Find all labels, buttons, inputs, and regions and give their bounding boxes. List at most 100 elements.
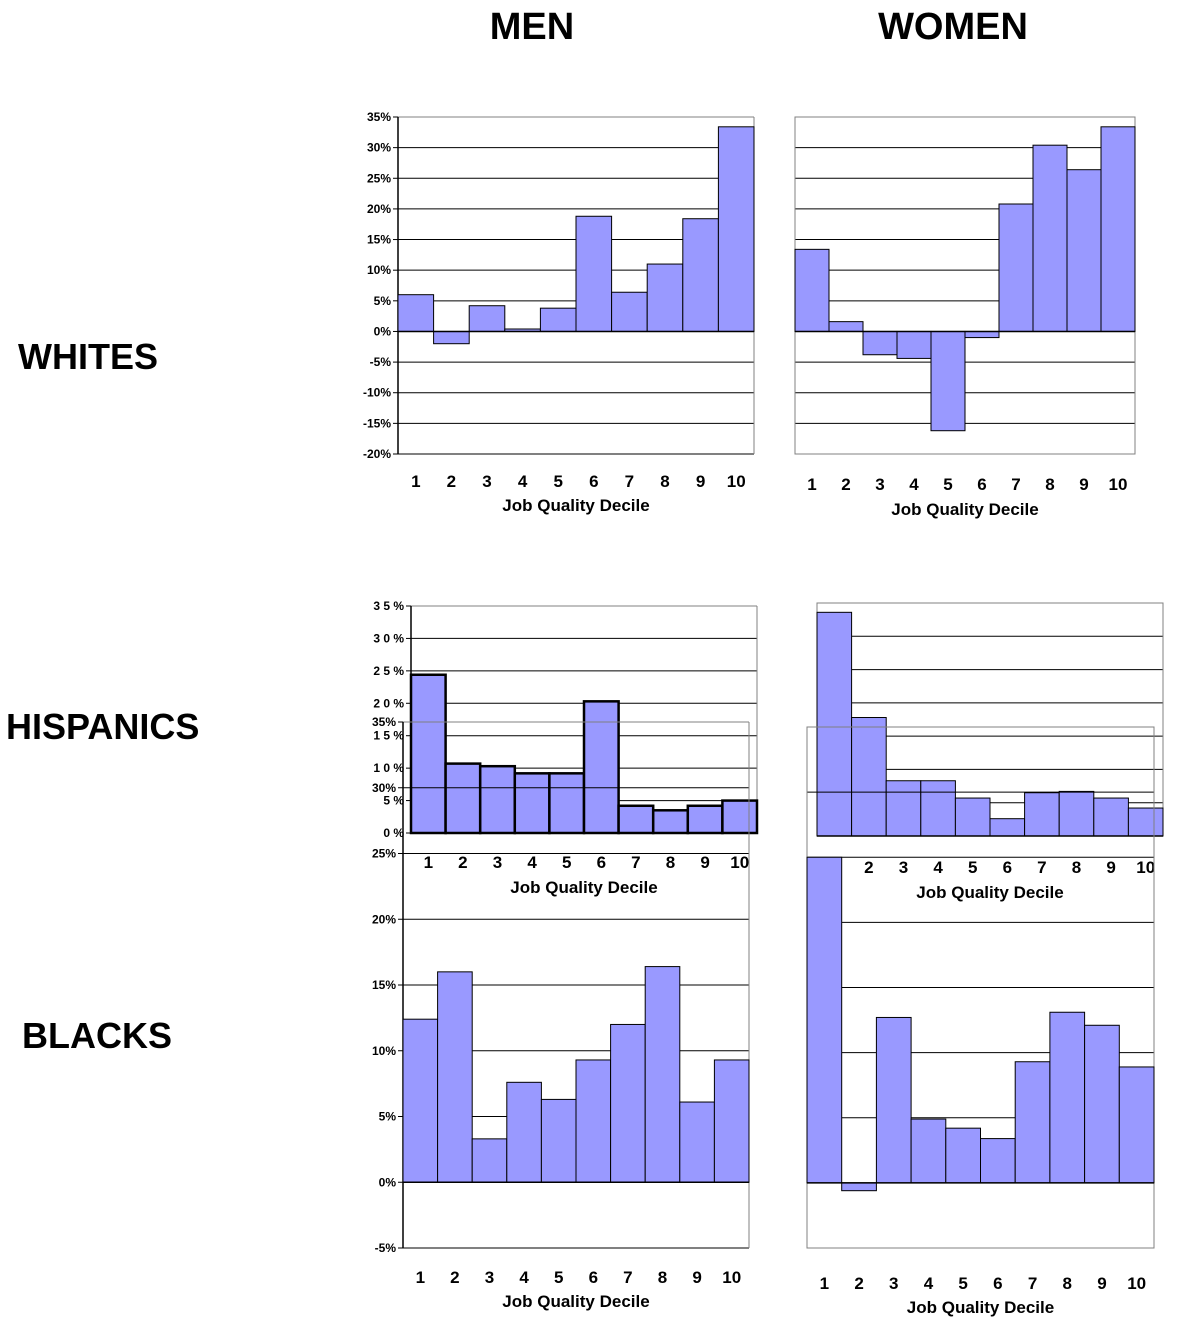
bar	[862, 330, 898, 356]
chart-hispanics-men: 3 5 % 3 0 % 2 5 % 2 0 % 1 5 % 1 0 % 5 % 0 % 1 2 3 4…	[373, 599, 759, 897]
x-tick-label: 9	[1079, 475, 1088, 494]
bar	[1084, 1024, 1120, 1184]
x-tick-label: 8	[666, 853, 675, 872]
y-tick-label: 15%	[367, 233, 391, 247]
x-tick-label: 6	[1003, 858, 1012, 877]
x-tick-label: 3	[493, 853, 502, 872]
x-tick-label: 2	[450, 1268, 459, 1287]
bar	[513, 772, 551, 835]
bar	[540, 1098, 577, 1183]
x-tick-label: 4	[924, 1274, 934, 1293]
y-tick-label: 15%	[372, 978, 396, 992]
x-axis-title: Job Quality Decile	[502, 1292, 649, 1311]
bar	[646, 263, 684, 332]
x-tick-label: 10	[1127, 1274, 1146, 1293]
bar	[686, 804, 724, 835]
bar	[721, 799, 759, 835]
chart-blacks-women: 1 2 3 4 5 6 7 8 9 10 Job Quality Decile	[806, 726, 1155, 1317]
y-tick-label: 10%	[372, 1044, 396, 1058]
blacks-row-title: BLACKS	[22, 1015, 172, 1056]
y-tick-label: 25%	[367, 171, 391, 185]
bar	[851, 717, 887, 837]
x-tick-label: 6	[589, 1268, 598, 1287]
y-tick-label: 5%	[379, 1110, 397, 1124]
chart-whites-men: 35% 30% 25% 20% 15% 10% 5% 0% -5% -10% -15% -20% 1 2 3…	[363, 110, 755, 515]
bar	[920, 780, 956, 837]
x-tick-label: 5	[943, 475, 952, 494]
bar	[610, 1023, 646, 1183]
bar	[964, 330, 1000, 339]
x-tick-label: 6	[993, 1274, 1002, 1293]
x-tick-label: 7	[623, 1268, 632, 1287]
bar	[717, 126, 755, 332]
x-tick-label: 8	[660, 472, 669, 491]
bar	[841, 1182, 877, 1192]
bar	[582, 700, 620, 835]
x-tick-label: 8	[1063, 1274, 1072, 1293]
bar	[437, 971, 473, 1183]
x-tick-label: 10	[1136, 858, 1155, 877]
bar	[980, 1138, 1016, 1184]
x-tick-label: 3	[875, 475, 884, 494]
y-tick-label: 3 5 %	[373, 599, 404, 613]
x-tick-label: 6	[589, 472, 598, 491]
y-tick-label: 5%	[374, 294, 392, 308]
bar	[816, 611, 853, 837]
bar	[930, 330, 966, 432]
y-tick-label: 25%	[372, 847, 396, 861]
y-tick-label: 35%	[372, 715, 396, 729]
bar	[651, 809, 690, 835]
bar	[539, 307, 577, 332]
y-tick-label: 10%	[367, 263, 391, 277]
x-tick-label: 4	[518, 472, 528, 491]
x-tick-label: 2	[447, 472, 456, 491]
bar	[679, 1101, 715, 1183]
bar	[954, 797, 991, 837]
x-tick-label: 5	[553, 472, 562, 491]
x-axis-title: Job Quality Decile	[916, 883, 1063, 902]
y-tick-label: 1 0 %	[373, 761, 404, 775]
x-tick-label: 2	[458, 853, 467, 872]
bar	[1118, 1066, 1155, 1184]
bar	[713, 1059, 750, 1183]
y-tick-label: -5%	[370, 355, 392, 369]
x-tick-label: 9	[692, 1268, 701, 1287]
bar	[998, 203, 1034, 332]
y-tick-label: 2 0 %	[373, 696, 404, 710]
x-tick-label: 7	[1028, 1274, 1037, 1293]
y-tick-label: 0%	[379, 1175, 397, 1189]
y-tick-label: 2 5 %	[373, 664, 404, 678]
x-tick-label: 3	[482, 472, 491, 491]
bar	[1066, 169, 1102, 332]
bar	[548, 772, 586, 835]
x-tick-label: 5	[958, 1274, 967, 1293]
bar	[468, 305, 506, 332]
bar	[896, 330, 932, 359]
y-tick-label: -5%	[375, 1241, 397, 1255]
x-tick-label: 4	[527, 853, 537, 872]
y-tick-label: -15%	[363, 416, 391, 430]
y-tick-label: 30%	[367, 141, 391, 155]
bar	[682, 218, 719, 332]
x-tick-label: 7	[1011, 475, 1020, 494]
x-tick-label: 1	[416, 1268, 425, 1287]
x-tick-label: 9	[1106, 858, 1115, 877]
x-tick-label: 9	[1097, 1274, 1106, 1293]
bar	[1014, 1061, 1051, 1184]
y-tick-label: 0%	[374, 324, 392, 338]
bar	[506, 1081, 542, 1183]
x-tick-label: 4	[519, 1268, 529, 1287]
x-tick-label: 9	[696, 472, 705, 491]
y-tick-label: -20%	[363, 447, 391, 461]
y-tick-label: 30%	[372, 781, 396, 795]
x-tick-label: 1	[411, 472, 420, 491]
bar	[1100, 126, 1136, 332]
y-tick-label: 0 %	[383, 826, 404, 840]
x-tick-label: 1	[807, 475, 816, 494]
x-tick-label: 3	[889, 1274, 898, 1293]
x-tick-label: 2	[841, 475, 850, 494]
hispanics-row-title: HISPANICS	[6, 706, 200, 747]
x-tick-label: 1	[820, 1274, 829, 1293]
x-axis-title: Job Quality Decile	[907, 1298, 1054, 1317]
